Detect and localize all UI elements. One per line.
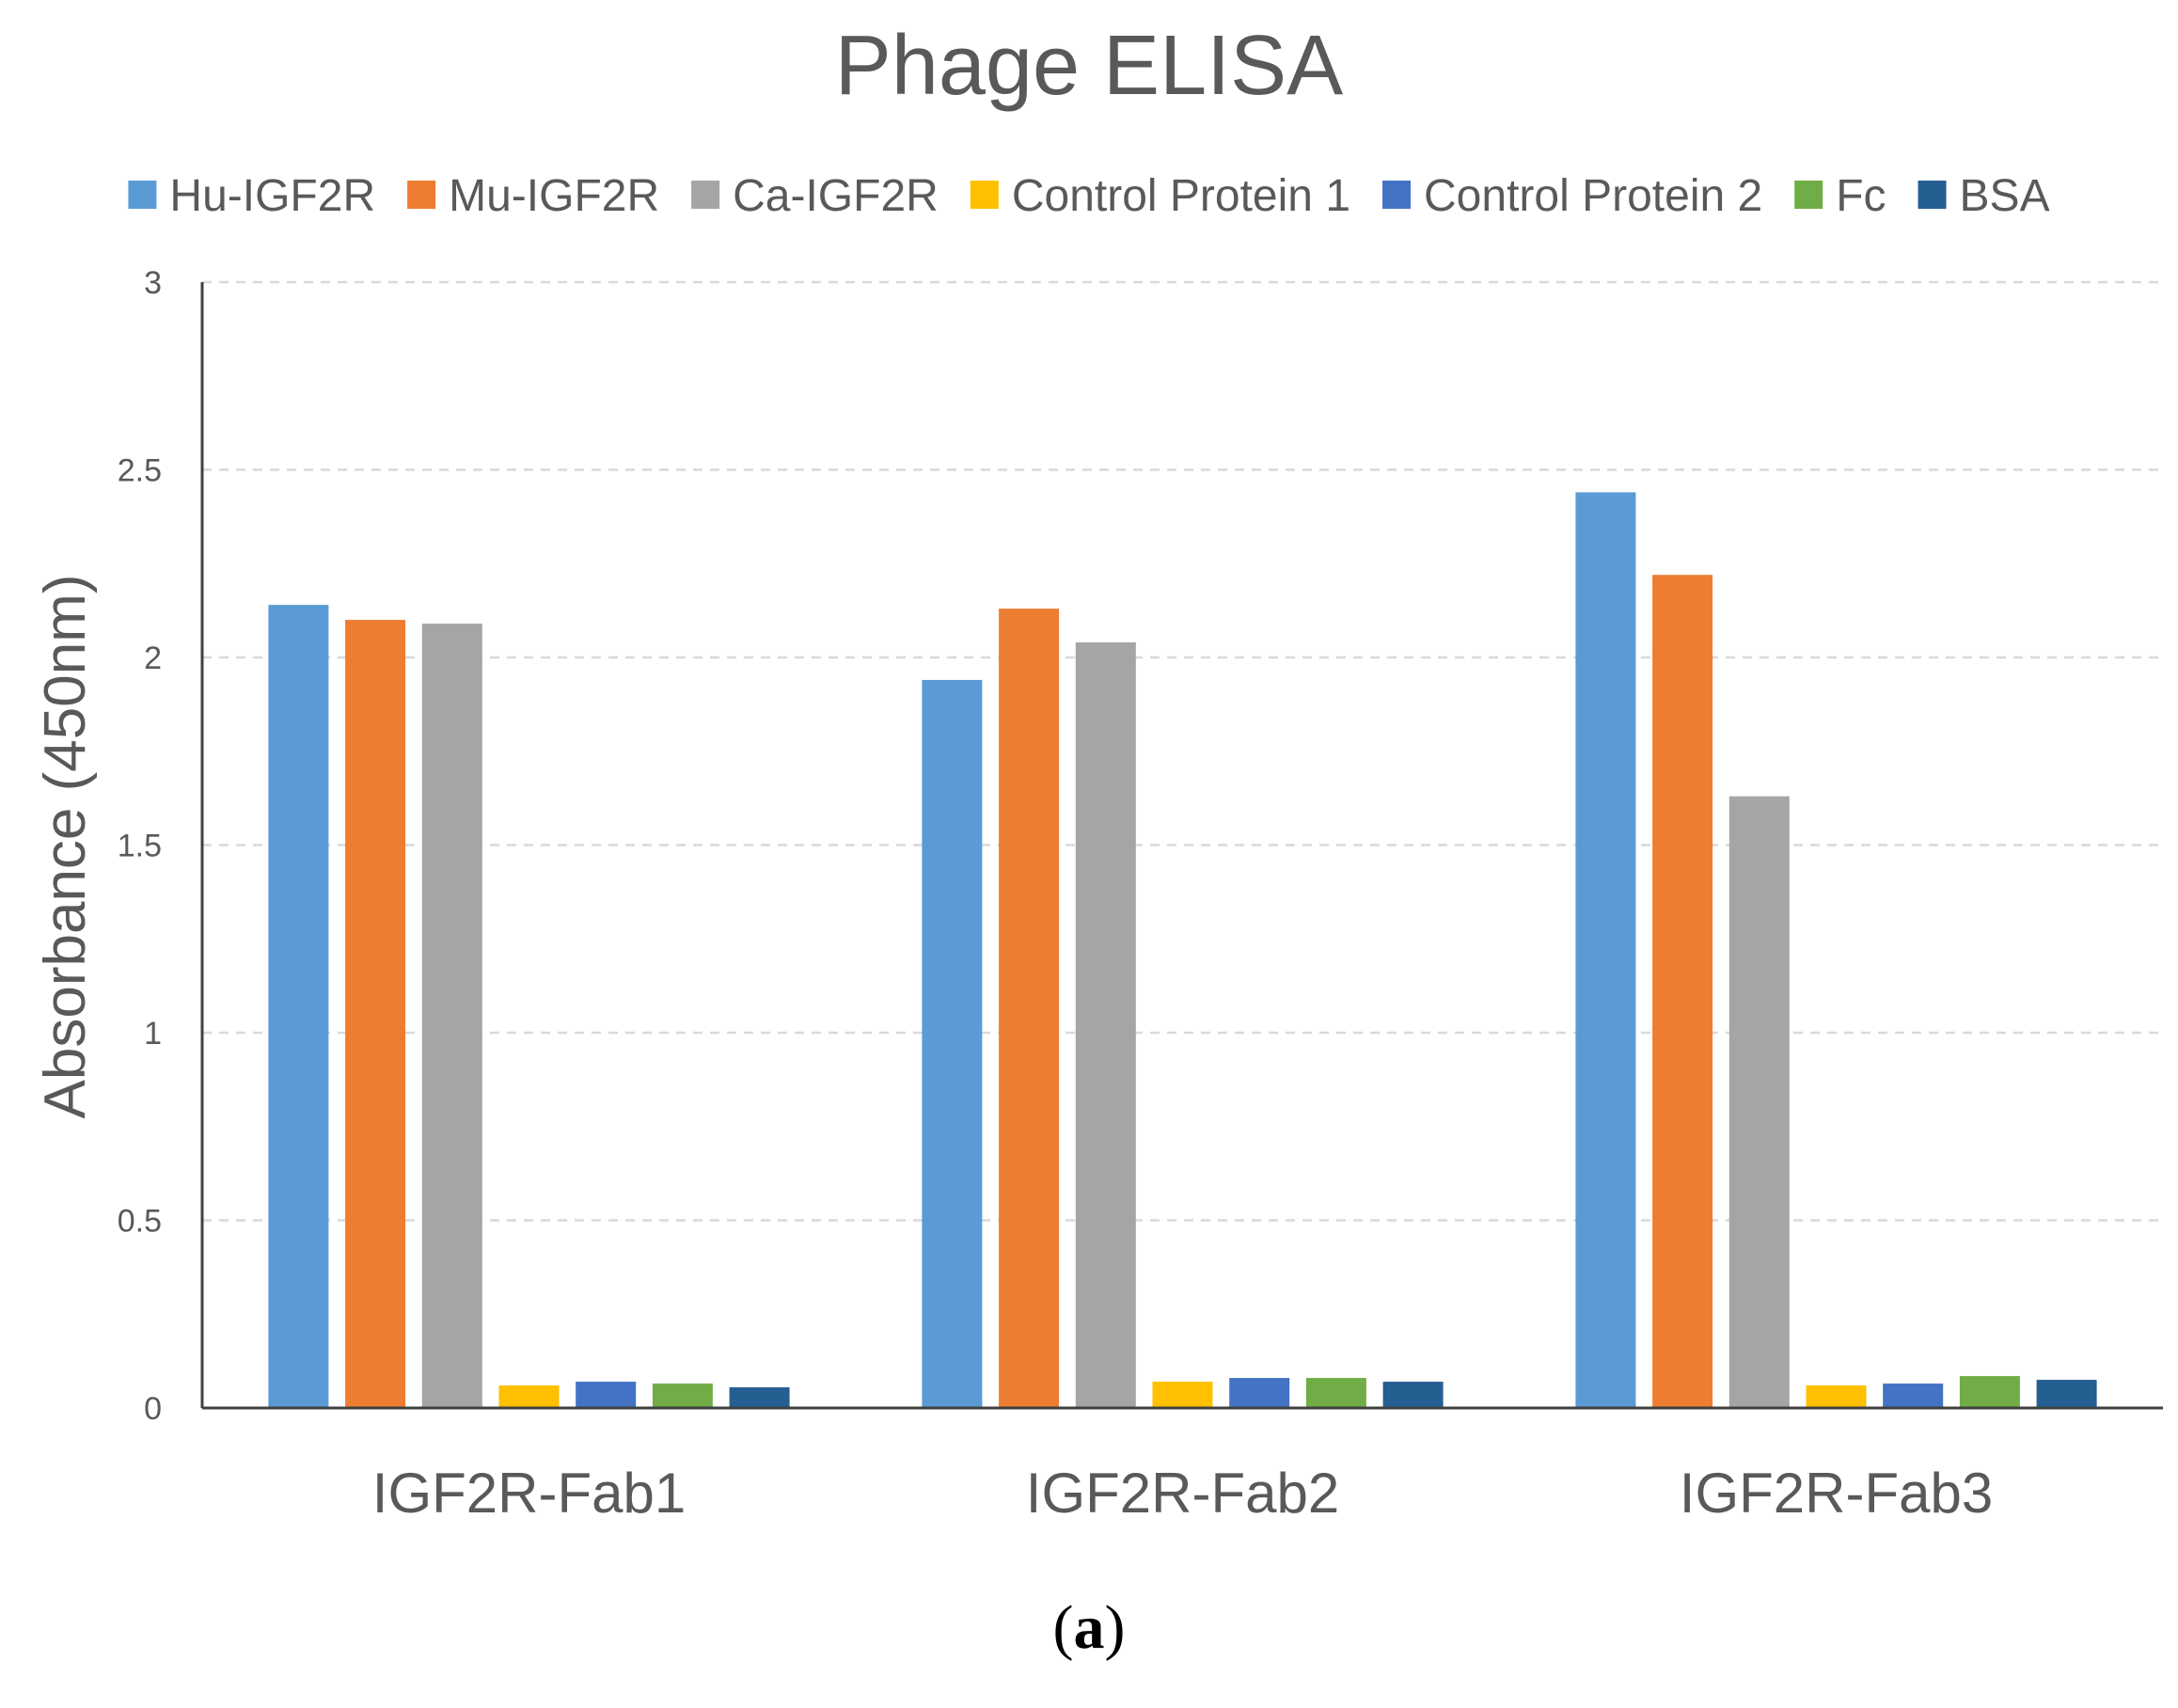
legend-swatch — [691, 181, 720, 209]
bar-igf2r-fab3-ca-igf2r — [1728, 796, 1790, 1408]
legend-item: BSA — [1918, 171, 2050, 221]
bar-igf2r-fab2-mu-igf2r — [999, 609, 1060, 1408]
bar-igf2r-fab3-control-protein-2 — [1883, 1384, 1944, 1408]
bar-igf2r-fab1-fc — [652, 1384, 713, 1408]
bar-igf2r-fab3-mu-igf2r — [1652, 575, 1713, 1408]
bar-igf2r-fab1-control-protein-2 — [576, 1382, 637, 1408]
legend-label: Fc — [1836, 171, 1886, 221]
gridlines — [202, 280, 2163, 1222]
figure-caption: (a) — [1053, 1593, 1126, 1662]
legend: Hu-IGF2R Mu-IGF2R Ca-IGF2R Control Protein … — [128, 171, 2050, 221]
legend-label: Mu-IGF2R — [449, 171, 659, 221]
legend-item: Ca-IGF2R — [691, 171, 939, 221]
y-tick-label: 1 — [144, 1016, 162, 1052]
caption-open: ( — [1053, 1593, 1074, 1662]
bar-igf2r-fab3-bsa — [2036, 1380, 2097, 1408]
x-axis-labels: IGF2R-Fab1 IGF2R-Fab2 IGF2R-Fab3 — [372, 1462, 1993, 1525]
bar-igf2r-fab1-control-protein-1 — [498, 1385, 560, 1408]
bars — [268, 492, 2097, 1408]
bar-igf2r-fab2-hu-igf2r — [922, 679, 983, 1408]
bar-igf2r-fab2-control-protein-2 — [1229, 1378, 1290, 1408]
legend-swatch — [1382, 181, 1412, 209]
legend-label: Control Protein 2 — [1424, 171, 1762, 221]
bar-igf2r-fab1-ca-igf2r — [421, 624, 482, 1408]
legend-label: Hu-IGF2R — [169, 171, 375, 221]
legend-item: Mu-IGF2R — [407, 171, 659, 221]
legend-item: Control Protein 1 — [970, 171, 1350, 221]
caption-close: ) — [1105, 1593, 1126, 1662]
legend-swatch — [128, 181, 157, 209]
bar-igf2r-fab2-control-protein-1 — [1152, 1382, 1213, 1408]
y-tick-label: 0.5 — [118, 1204, 162, 1240]
bar-igf2r-fab3-hu-igf2r — [1575, 492, 1636, 1408]
y-tick-label: 0 — [144, 1391, 162, 1427]
bar-igf2r-fab1-hu-igf2r — [268, 605, 329, 1408]
legend-label: BSA — [1960, 171, 2050, 221]
legend-swatch — [1794, 181, 1823, 209]
x-tick-label: IGF2R-Fab2 — [1026, 1462, 1339, 1525]
bar-igf2r-fab2-ca-igf2r — [1075, 642, 1136, 1408]
legend-swatch — [1918, 181, 1947, 209]
bar-igf2r-fab3-fc — [1959, 1376, 2020, 1408]
legend-swatch — [970, 181, 999, 209]
chart-title: Phage ELISA — [835, 19, 1343, 113]
bar-igf2r-fab2-bsa — [1382, 1382, 1444, 1408]
bar-igf2r-fab3-control-protein-1 — [1806, 1385, 1867, 1408]
bar-igf2r-fab2-fc — [1305, 1378, 1366, 1408]
caption-letter: a — [1074, 1593, 1105, 1662]
legend-label: Ca-IGF2R — [733, 171, 939, 221]
legend-item: Fc — [1794, 171, 1886, 221]
legend-item: Hu-IGF2R — [128, 171, 375, 221]
y-tick-label: 2.5 — [118, 453, 162, 489]
bar-igf2r-fab1-bsa — [729, 1387, 790, 1408]
y-axis-title: Absorbance (450nm) — [33, 575, 98, 1119]
y-axis-ticks: 0 0.5 1 1.5 2 2.5 3 — [118, 265, 162, 1427]
x-tick-label: IGF2R-Fab3 — [1680, 1462, 1993, 1525]
y-tick-label: 3 — [144, 265, 162, 301]
bar-igf2r-fab1-mu-igf2r — [345, 620, 406, 1408]
legend-item: Control Protein 2 — [1382, 171, 1762, 221]
x-tick-label: IGF2R-Fab1 — [372, 1462, 686, 1525]
y-tick-label: 2 — [144, 640, 162, 676]
legend-swatch — [407, 181, 436, 209]
y-tick-label: 1.5 — [118, 829, 162, 864]
legend-label: Control Protein 1 — [1012, 171, 1350, 221]
